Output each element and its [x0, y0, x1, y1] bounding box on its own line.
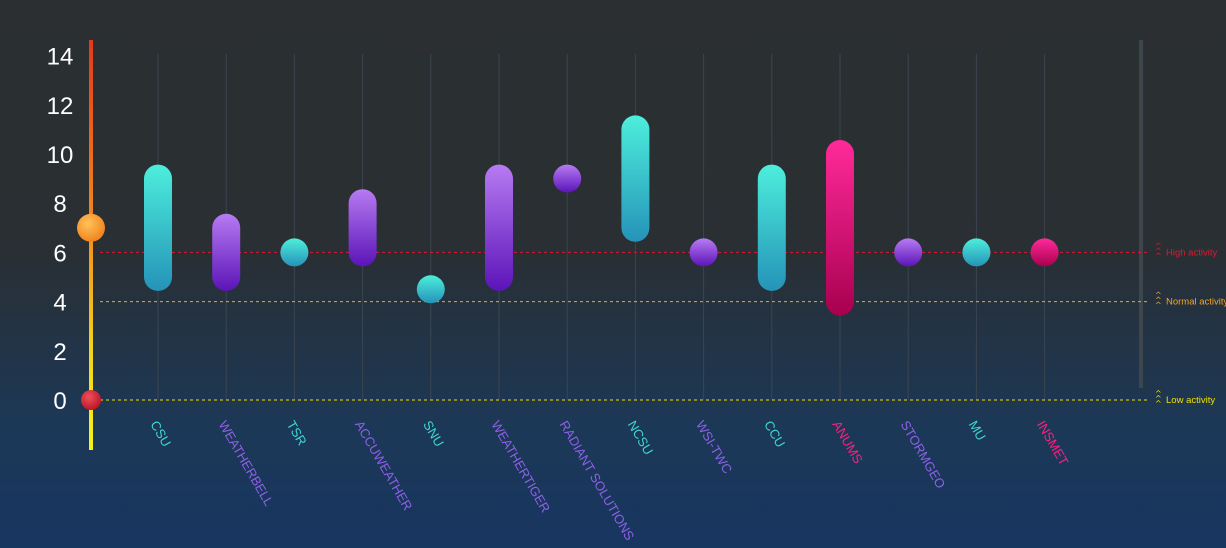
threshold-label: Normal activity [1166, 297, 1226, 308]
current-value-marker [77, 213, 105, 242]
threshold-label: High activity [1166, 247, 1217, 258]
chevron-up-icon: ^ [1155, 296, 1162, 305]
chevron-up-icon: ^ [1155, 251, 1162, 260]
y-tick-label: 14 [47, 44, 74, 71]
y-tick-label: 6 [53, 240, 66, 267]
range-bar [144, 164, 172, 291]
x-axis-label: ANUMS [829, 418, 866, 466]
y-tick-label: 10 [47, 142, 74, 169]
chevron-up-icon: ^ [1155, 394, 1162, 403]
x-axis-labels: CSU WEATHERBELL TSR ACCUWEATHER SNU WEATHERTI… [147, 418, 1071, 543]
y-tick-label: 0 [53, 388, 66, 415]
chevron-up-icon: ^ [1155, 399, 1162, 408]
chevron-up-icon: ^ [1155, 301, 1162, 310]
range-bar [280, 238, 309, 267]
x-axis-label: INSMET [1034, 418, 1072, 468]
y-axis-bar [89, 40, 93, 450]
threshold-labels: High activity^^^Normal activity^^^Low ac… [1155, 241, 1226, 408]
x-axis-label: WSI-TWC [693, 418, 735, 476]
x-axis-label: WEATHERTIGER [488, 418, 553, 515]
x-axis-label: SNU [420, 418, 447, 449]
chevron-up-icon: ^ [1155, 241, 1162, 250]
x-axis-label: NCSU [625, 418, 656, 457]
range-bar [485, 164, 513, 291]
range-bar [212, 213, 241, 291]
y-tick-label: 12 [47, 93, 74, 120]
range-bar [689, 238, 718, 267]
x-axis-label: CSU [147, 418, 174, 449]
range-bar [621, 115, 650, 242]
y-tick-label: 4 [53, 290, 66, 317]
range-bar [348, 189, 377, 267]
threshold-label: Low activity [1166, 395, 1215, 406]
range-bars [144, 115, 1059, 316]
range-bar [416, 275, 445, 304]
x-axis-label: MU [966, 418, 989, 443]
y-axis: 0 2 4 6 8 10 12 14 [47, 40, 105, 450]
x-axis-label: ACCUWEATHER [352, 418, 415, 513]
x-axis-label: WEATHERBELL [216, 418, 277, 509]
y-tick-label: 8 [53, 191, 66, 218]
x-axis-label: CCU [761, 418, 788, 450]
x-axis-label: RADIANT SOLUTIONS [557, 418, 638, 543]
chevron-up-icon: ^ [1155, 246, 1162, 255]
grid-lines [157, 40, 1143, 400]
range-bar [553, 164, 582, 193]
range-bar [757, 164, 786, 291]
y-tick-label: 2 [53, 339, 66, 366]
chevron-up-icon: ^ [1155, 389, 1162, 398]
x-axis-label: STORMGEO [898, 418, 949, 491]
threshold-lines [100, 251, 1150, 401]
range-bar [826, 140, 854, 316]
chevron-up-icon: ^ [1155, 291, 1162, 300]
range-bar [894, 238, 923, 267]
range-bar [962, 238, 991, 267]
range-bar [1030, 238, 1059, 267]
axis-base-marker [81, 390, 101, 410]
x-axis-label: TSR [284, 418, 310, 448]
